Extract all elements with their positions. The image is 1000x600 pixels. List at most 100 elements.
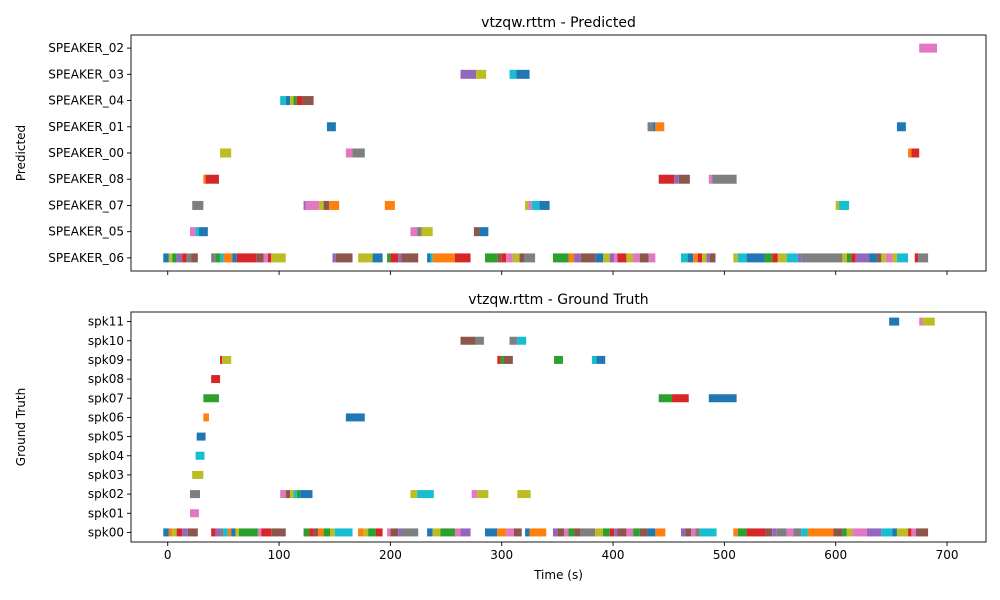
segment-bar bbox=[477, 490, 489, 499]
y-tick-label: spk11 bbox=[88, 315, 124, 329]
segment-bar bbox=[231, 528, 236, 537]
segment-bar bbox=[290, 96, 294, 106]
x-tick-label: 0 bbox=[164, 548, 172, 562]
segment-bar bbox=[506, 528, 514, 537]
y-tick-label: spk05 bbox=[88, 430, 124, 444]
segment-bar bbox=[525, 200, 529, 210]
segment-bar bbox=[163, 528, 169, 537]
y-axis-label: Predicted bbox=[14, 125, 28, 181]
segment-bar bbox=[227, 528, 232, 537]
segment-bar bbox=[564, 528, 569, 537]
segment-bar bbox=[387, 253, 391, 263]
segment-bar bbox=[908, 148, 912, 158]
segment-bar bbox=[460, 69, 477, 79]
segment-bar bbox=[557, 528, 565, 537]
segment-bar bbox=[236, 253, 257, 263]
y-tick-label: SPEAKER_02 bbox=[48, 41, 124, 55]
segment-bar bbox=[793, 528, 802, 537]
segment-bar bbox=[911, 528, 916, 537]
segment-bar bbox=[401, 528, 419, 537]
y-tick-label: spk08 bbox=[88, 372, 124, 386]
segment-bar bbox=[172, 528, 177, 537]
segment-bar bbox=[485, 528, 498, 537]
segment-bar bbox=[639, 253, 649, 263]
segment-bar bbox=[497, 528, 507, 537]
segment-bar bbox=[390, 528, 399, 537]
segment-bar bbox=[192, 200, 204, 210]
segment-bar bbox=[702, 253, 707, 263]
segment-bar bbox=[427, 528, 433, 537]
segment-bar bbox=[516, 69, 530, 79]
segment-bar bbox=[697, 253, 703, 263]
segment-bar bbox=[271, 253, 286, 263]
x-tick-label: 300 bbox=[490, 548, 513, 562]
segment-bar bbox=[302, 96, 314, 106]
segment-bar bbox=[363, 528, 369, 537]
segment-bar bbox=[187, 528, 198, 537]
segment-bar bbox=[398, 253, 402, 263]
segment-bar bbox=[501, 253, 507, 263]
segment-bar bbox=[839, 200, 850, 210]
segment-bar bbox=[695, 528, 700, 537]
segment-bar bbox=[574, 528, 581, 537]
segment-bar bbox=[215, 528, 221, 537]
segment-bar bbox=[580, 253, 596, 263]
segment-bar bbox=[186, 253, 192, 263]
segment-bar bbox=[881, 253, 886, 263]
segment-bar bbox=[190, 227, 196, 237]
segment-bar bbox=[842, 528, 847, 537]
segment-bar bbox=[475, 336, 484, 345]
segment-bar bbox=[915, 528, 929, 537]
segment-bar bbox=[674, 174, 679, 184]
segment-bar bbox=[232, 253, 237, 263]
segment-bar bbox=[309, 528, 314, 537]
segment-bar bbox=[626, 528, 634, 537]
segment-bar bbox=[257, 528, 262, 537]
segment-bar bbox=[476, 69, 487, 79]
segment-bar bbox=[432, 253, 455, 263]
segment-bar bbox=[617, 253, 627, 263]
ground-truth-panel: spk11 spk10 spk09 spk08 spk07 spk06 spk05 spk04… bbox=[14, 292, 987, 582]
segment-bar bbox=[892, 528, 897, 537]
segment-bar bbox=[647, 122, 654, 132]
segment-bar bbox=[580, 528, 596, 537]
segment-bar bbox=[220, 355, 223, 364]
segment-bar bbox=[552, 253, 569, 263]
segment-bar bbox=[497, 253, 502, 263]
y-axis-label: Ground Truth bbox=[14, 388, 28, 466]
segment-bar bbox=[603, 528, 610, 537]
y-tick-label: spk09 bbox=[88, 353, 124, 367]
segment-bar bbox=[421, 227, 433, 237]
segment-bar bbox=[918, 253, 929, 263]
y-tick-label: spk07 bbox=[88, 391, 124, 405]
segment-bar bbox=[182, 528, 188, 537]
segment-bar bbox=[300, 490, 313, 499]
chart-title: vtzqw.rttm - Predicted bbox=[481, 15, 636, 31]
segment-bar bbox=[617, 528, 627, 537]
segment-bar bbox=[168, 253, 173, 263]
segment-bar bbox=[776, 528, 787, 537]
y-tick-label: spk04 bbox=[88, 449, 124, 463]
segment-bar bbox=[786, 528, 794, 537]
segment-bar bbox=[609, 528, 615, 537]
segment-bar bbox=[680, 528, 686, 537]
segment-bar bbox=[866, 528, 882, 537]
segment-bar bbox=[211, 375, 221, 384]
segment-bar bbox=[303, 528, 310, 537]
segment-bar bbox=[352, 148, 365, 158]
segment-bar bbox=[358, 253, 373, 263]
segment-bar bbox=[195, 451, 205, 460]
segment-bar bbox=[892, 253, 897, 263]
segment-bar bbox=[764, 253, 773, 263]
segment-bar bbox=[401, 253, 419, 263]
segment-bar bbox=[387, 528, 391, 537]
segment-bar bbox=[271, 528, 286, 537]
segment-bar bbox=[440, 528, 455, 537]
segment-bar bbox=[687, 253, 694, 263]
segment-bar bbox=[680, 253, 688, 263]
segment-bar bbox=[196, 432, 206, 441]
segment-bar bbox=[190, 509, 199, 518]
segment-bar bbox=[658, 394, 673, 403]
segment-bar bbox=[372, 253, 383, 263]
